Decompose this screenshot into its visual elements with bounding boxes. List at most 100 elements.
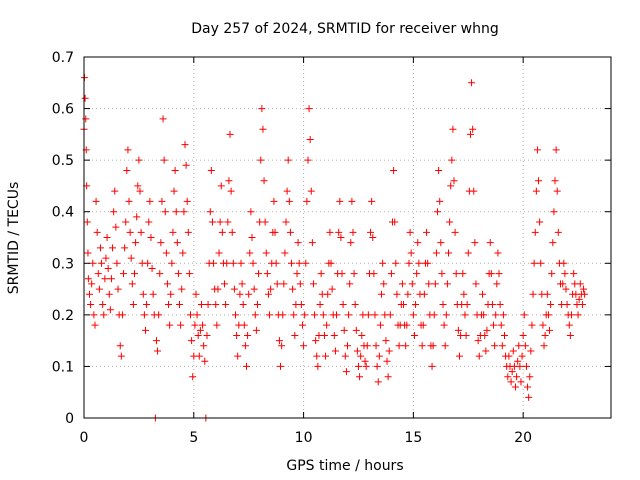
data-point xyxy=(301,311,309,319)
data-point xyxy=(137,228,145,236)
data-point xyxy=(237,259,245,267)
data-point xyxy=(375,352,383,360)
data-point xyxy=(309,280,317,288)
data-point xyxy=(228,228,236,236)
data-point xyxy=(370,270,378,278)
data-point xyxy=(183,197,191,205)
data-point xyxy=(565,321,573,329)
x-tick-label: 5 xyxy=(189,430,198,446)
data-point xyxy=(222,301,230,309)
data-point xyxy=(438,270,446,278)
data-point xyxy=(406,228,414,236)
data-point xyxy=(464,249,472,257)
data-point xyxy=(264,290,272,298)
data-point xyxy=(551,177,559,185)
data-point xyxy=(431,280,439,288)
y-axis-label: SRMTID / TECUs xyxy=(6,182,22,295)
data-point xyxy=(260,177,268,185)
data-point xyxy=(342,368,350,376)
data-point xyxy=(132,239,140,247)
data-point xyxy=(157,239,165,247)
data-point xyxy=(92,197,100,205)
data-point xyxy=(323,321,331,329)
data-point xyxy=(126,228,134,236)
plot-frame xyxy=(83,56,612,419)
data-point xyxy=(398,280,406,288)
data-point xyxy=(469,125,477,133)
x-tick-label: 15 xyxy=(404,430,422,446)
data-point xyxy=(434,208,442,216)
data-point xyxy=(280,280,288,288)
data-point xyxy=(345,311,353,319)
data-point xyxy=(449,125,457,133)
data-point xyxy=(466,130,474,138)
data-point xyxy=(294,239,302,247)
data-point xyxy=(454,326,462,334)
data-point xyxy=(85,290,93,298)
data-point xyxy=(340,326,348,334)
data-point xyxy=(380,280,388,288)
data-point xyxy=(94,270,102,278)
data-point xyxy=(578,301,586,309)
data-point xyxy=(171,166,179,174)
data-point xyxy=(383,357,391,365)
data-point xyxy=(257,156,265,164)
data-point xyxy=(81,94,89,102)
data-point xyxy=(428,362,436,370)
data-point xyxy=(165,301,173,309)
data-point xyxy=(206,208,214,216)
data-point xyxy=(501,331,509,339)
data-point xyxy=(331,347,339,355)
data-point xyxy=(270,197,278,205)
data-point xyxy=(277,362,285,370)
data-point xyxy=(536,218,544,226)
data-point xyxy=(247,208,255,216)
data-point xyxy=(540,342,548,350)
data-point xyxy=(160,156,168,164)
data-point xyxy=(452,270,460,278)
data-point xyxy=(322,352,330,360)
data-point xyxy=(519,331,527,339)
data-point xyxy=(191,321,199,329)
data-point xyxy=(248,234,256,241)
data-point xyxy=(479,290,487,298)
data-point xyxy=(567,311,575,319)
data-point xyxy=(493,280,501,288)
data-point xyxy=(439,301,447,309)
data-point xyxy=(351,301,359,309)
data-point xyxy=(125,197,133,205)
data-point xyxy=(468,79,476,87)
data-point xyxy=(289,285,297,293)
data-point xyxy=(84,249,92,257)
data-point xyxy=(358,331,366,339)
data-point xyxy=(275,337,283,345)
data-point xyxy=(82,115,90,123)
data-point xyxy=(144,259,152,267)
data-point xyxy=(146,197,154,205)
data-point xyxy=(424,259,432,267)
data-point xyxy=(88,280,96,288)
data-point xyxy=(513,373,521,381)
data-point xyxy=(350,270,358,278)
data-point xyxy=(385,347,393,355)
data-point xyxy=(99,301,107,309)
data-point xyxy=(353,347,361,355)
data-point xyxy=(574,311,582,319)
data-point xyxy=(497,321,505,329)
x-tick-label: 0 xyxy=(80,430,89,446)
data-point xyxy=(459,270,467,278)
data-point xyxy=(252,326,260,334)
data-point xyxy=(189,373,197,381)
data-point xyxy=(472,280,480,288)
data-point xyxy=(539,321,547,329)
data-point xyxy=(531,228,539,236)
data-point xyxy=(281,249,289,257)
data-point xyxy=(230,285,238,293)
data-point xyxy=(373,362,381,370)
y-tick-label: 0.3 xyxy=(52,256,74,272)
data-point xyxy=(242,362,250,370)
data-point xyxy=(553,187,561,195)
data-point xyxy=(208,218,216,226)
data-point xyxy=(195,352,203,360)
data-point xyxy=(516,362,524,370)
